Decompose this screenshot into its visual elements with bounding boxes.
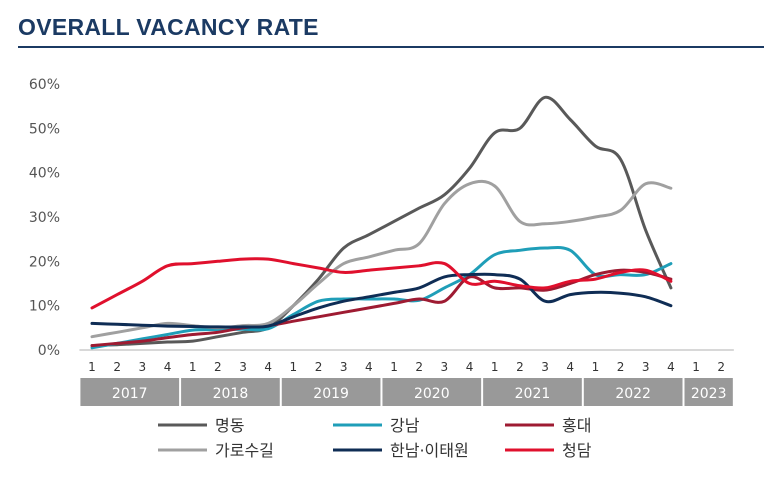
series-line-2 <box>90 268 673 348</box>
legend-label: 명동 <box>215 416 244 435</box>
year-band <box>80 378 180 406</box>
quarter-tick-label: 3 <box>642 360 650 374</box>
y-tick-label: 0% <box>38 343 60 359</box>
series-line-4 <box>90 272 673 329</box>
quarter-tick-label: 1 <box>189 360 197 374</box>
quarter-tick-label: 4 <box>164 360 172 374</box>
legend-label: 청담 <box>562 441 592 460</box>
x-axis: 1 2 3 4 1 2 3 4 1 2 3 4 1 2 3 4 1 2 3 4 1 2 3 4 1 2 2017 2018 2019 20… <box>79 349 734 406</box>
quarter-tick-label: 3 <box>239 360 247 374</box>
year-label: 2022 <box>615 386 651 402</box>
series-line-3 <box>90 179 673 339</box>
year-label: 2020 <box>414 386 450 402</box>
quarter-tick-label: 3 <box>340 360 348 374</box>
legend-label: 홍대 <box>562 416 591 435</box>
quarter-tick-label: 2 <box>717 360 725 374</box>
year-label: 2017 <box>112 386 148 402</box>
series-lines <box>90 95 673 350</box>
year-label: 2023 <box>691 386 727 402</box>
year-label: 2021 <box>515 386 551 402</box>
year-band <box>684 378 733 406</box>
y-tick-label: 60% <box>29 77 60 93</box>
year-band <box>583 378 683 406</box>
quarter-tick-label: 4 <box>365 360 373 374</box>
quarter-tick-label: 1 <box>692 360 700 374</box>
quarter-tick-label: 2 <box>214 360 222 374</box>
y-axis: 0% 10% 20% 30% 40% 50% 60% <box>29 77 60 359</box>
quarter-tick-label: 4 <box>466 360 474 374</box>
quarter-tick-label: 4 <box>264 360 272 374</box>
year-label: 2018 <box>213 386 249 402</box>
quarter-tick-label: 2 <box>617 360 625 374</box>
quarter-tick-label: 2 <box>315 360 323 374</box>
quarter-tick-label: 1 <box>592 360 600 374</box>
legend-label: 가로수길 <box>215 441 274 460</box>
chart-title: OVERALL VACANCY RATE <box>18 14 319 40</box>
quarter-tick-label: 1 <box>88 360 96 374</box>
year-band <box>281 378 381 406</box>
y-tick-label: 50% <box>29 121 60 137</box>
y-tick-label: 20% <box>29 254 60 270</box>
series-line-5 <box>90 257 673 310</box>
series-line-1 <box>90 245 673 350</box>
quarter-tick-label: 3 <box>441 360 449 374</box>
quarter-tick-label: 2 <box>415 360 423 374</box>
quarter-tick-label: 2 <box>516 360 524 374</box>
year-band <box>382 378 482 406</box>
year-label: 2019 <box>313 386 349 402</box>
y-tick-label: 40% <box>29 166 60 182</box>
series-line-0 <box>90 95 673 348</box>
title-underline <box>18 46 764 48</box>
quarter-tick-label: 2 <box>113 360 121 374</box>
y-tick-label: 30% <box>29 210 60 226</box>
quarter-tick-label: 3 <box>139 360 147 374</box>
quarter-tick-label: 1 <box>390 360 398 374</box>
quarter-tick-label: 1 <box>290 360 298 374</box>
year-band <box>483 378 582 406</box>
quarter-tick-label: 3 <box>541 360 549 374</box>
y-tick-label: 10% <box>29 299 60 315</box>
quarter-tick-label: 1 <box>491 360 499 374</box>
legend-label: 한남·이태원 <box>390 441 469 460</box>
quarter-tick-label: 4 <box>667 360 675 374</box>
legend-label: 강남 <box>390 416 420 435</box>
year-band <box>181 378 280 406</box>
quarter-tick-label: 4 <box>566 360 574 374</box>
